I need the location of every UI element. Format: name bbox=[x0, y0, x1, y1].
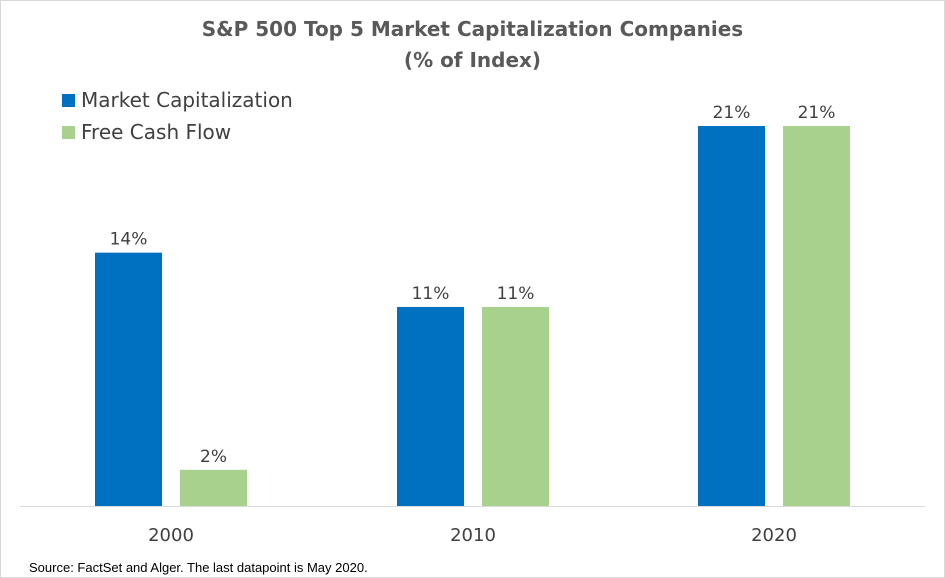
x-tick-label-2010: 2010 bbox=[450, 525, 496, 546]
bar-market-cap-2010 bbox=[397, 306, 464, 506]
bar-free-cash-flow-2020 bbox=[783, 126, 850, 506]
legend-item-free-cash-flow: Free Cash Flow bbox=[62, 116, 293, 148]
legend-item-market-cap: Market Capitalization bbox=[62, 84, 293, 116]
legend-label-market-cap: Market Capitalization bbox=[81, 88, 293, 112]
bar-free-cash-flow-2010 bbox=[482, 306, 549, 506]
chart-title: S&P 500 Top 5 Market Capitalization Comp… bbox=[201, 17, 744, 41]
data-label-free-cash-flow-2010: 11% bbox=[497, 284, 535, 304]
source-note: Source: FactSet and Alger. The last data… bbox=[29, 560, 368, 575]
x-tick-label-2020: 2020 bbox=[751, 525, 797, 546]
data-label-market-cap-2000: 14% bbox=[110, 230, 148, 250]
x-tick-label-2000: 2000 bbox=[148, 525, 194, 546]
bar-free-cash-flow-2000 bbox=[180, 469, 247, 506]
bar-market-cap-2020 bbox=[698, 126, 765, 506]
legend-swatch-free-cash-flow bbox=[62, 125, 75, 139]
legend-swatch-market-cap bbox=[62, 93, 75, 107]
data-label-market-cap-2020: 21% bbox=[713, 103, 751, 123]
chart-legend: Market Capitalization Free Cash Flow bbox=[62, 84, 293, 148]
data-label-free-cash-flow-2000: 2% bbox=[200, 447, 227, 467]
chart-subtitle: (% of Index) bbox=[403, 48, 542, 72]
legend-label-free-cash-flow: Free Cash Flow bbox=[81, 120, 232, 144]
data-label-free-cash-flow-2020: 21% bbox=[798, 103, 836, 123]
data-label-market-cap-2010: 11% bbox=[412, 284, 450, 304]
bar-market-cap-2000 bbox=[95, 252, 162, 506]
